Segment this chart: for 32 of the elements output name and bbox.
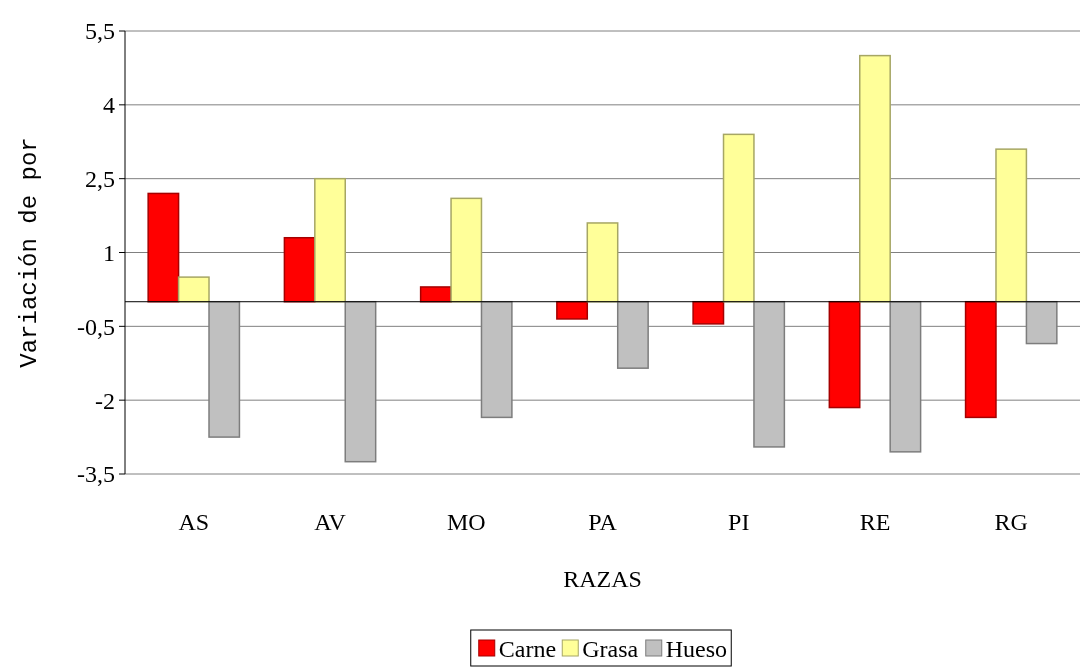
y-tick-label: -2 — [95, 387, 115, 414]
y-tick-label: 2,5 — [85, 166, 115, 193]
y-tick-label: 4 — [103, 92, 115, 119]
bar — [828, 300, 861, 409]
x-tick-label: PA — [588, 509, 618, 535]
bar — [314, 177, 346, 303]
legend-label: Grasa — [582, 636, 639, 662]
x-tick-label: AV — [314, 509, 347, 535]
bar — [177, 276, 210, 303]
x-tick-label: RG — [994, 509, 1028, 535]
bar — [450, 197, 483, 303]
bar — [147, 192, 180, 303]
y-axis-title: Variación de por — [16, 137, 43, 368]
x-tick-label: PI — [728, 509, 750, 535]
legend-label: Carne — [498, 636, 557, 662]
bar — [556, 300, 589, 320]
y-tick-label: -3,5 — [77, 461, 115, 488]
y-tick-label: 5,5 — [85, 18, 115, 45]
bar — [964, 300, 997, 419]
bar — [283, 236, 316, 303]
x-axis-title: RAZAS — [563, 566, 642, 592]
bar — [722, 133, 755, 303]
bar — [995, 148, 1028, 303]
x-tick-label: MO — [446, 509, 486, 535]
bar — [859, 54, 891, 303]
y-tick-label: 1 — [103, 239, 115, 266]
x-tick-label: RE — [859, 509, 891, 535]
bar — [586, 222, 619, 303]
legend-label: Hueso — [665, 636, 728, 662]
y-tick-label: -0,5 — [77, 313, 115, 340]
bar — [692, 300, 725, 325]
x-tick-label: AS — [178, 509, 210, 535]
